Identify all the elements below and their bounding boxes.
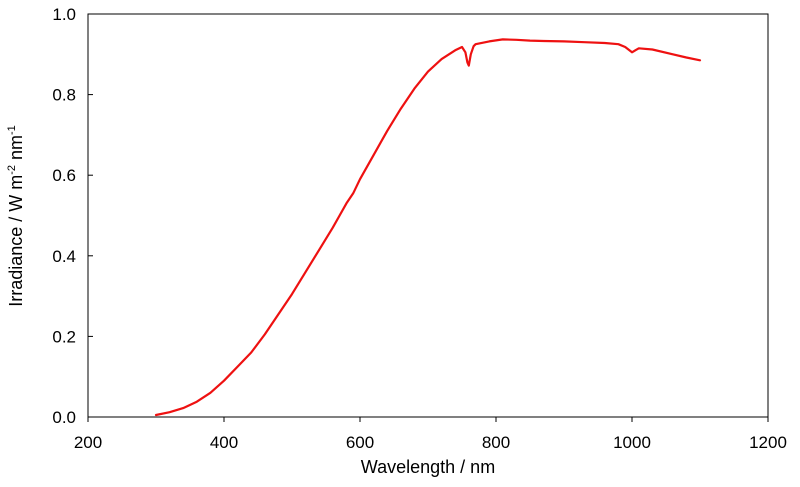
x-axis-title: Wavelength / nm xyxy=(361,457,495,477)
series-layer xyxy=(154,38,702,417)
y-axis-tick-labels: 0.0 0.2 0.4 0.6 0.8 1.0 xyxy=(52,5,76,427)
y-axis-title: Irradiance / W m-2 nm-1 xyxy=(6,125,26,307)
x-tick-label: 600 xyxy=(346,433,374,452)
y-tick-label: 0.4 xyxy=(52,247,76,266)
plot-area xyxy=(87,13,769,422)
x-axis-ticks xyxy=(87,417,769,422)
series-line-0 xyxy=(154,38,702,417)
y-tick-label: 1.0 xyxy=(52,5,76,24)
x-tick-label: 200 xyxy=(74,433,102,452)
y-axis-title-exp1: -2 xyxy=(6,165,18,175)
x-tick-label: 400 xyxy=(210,433,238,452)
y-tick-label: 0.6 xyxy=(52,166,76,185)
y-tick-label: 0.2 xyxy=(52,327,76,346)
y-tick-label: 0.0 xyxy=(52,408,76,427)
y-axis-title-middle: nm xyxy=(6,135,26,165)
x-tick-label: 1000 xyxy=(613,433,651,452)
y-axis-title-exp2: -1 xyxy=(6,125,18,135)
x-axis-tick-labels: 200 400 600 800 1000 1200 xyxy=(74,433,787,452)
x-tick-label: 800 xyxy=(482,433,510,452)
y-tick-label: 0.8 xyxy=(52,86,76,105)
x-tick-label: 1200 xyxy=(749,433,787,452)
y-axis-ticks xyxy=(88,13,93,418)
plot-frame xyxy=(87,13,769,418)
y-axis-title-prefix: Irradiance / W m xyxy=(6,175,26,307)
